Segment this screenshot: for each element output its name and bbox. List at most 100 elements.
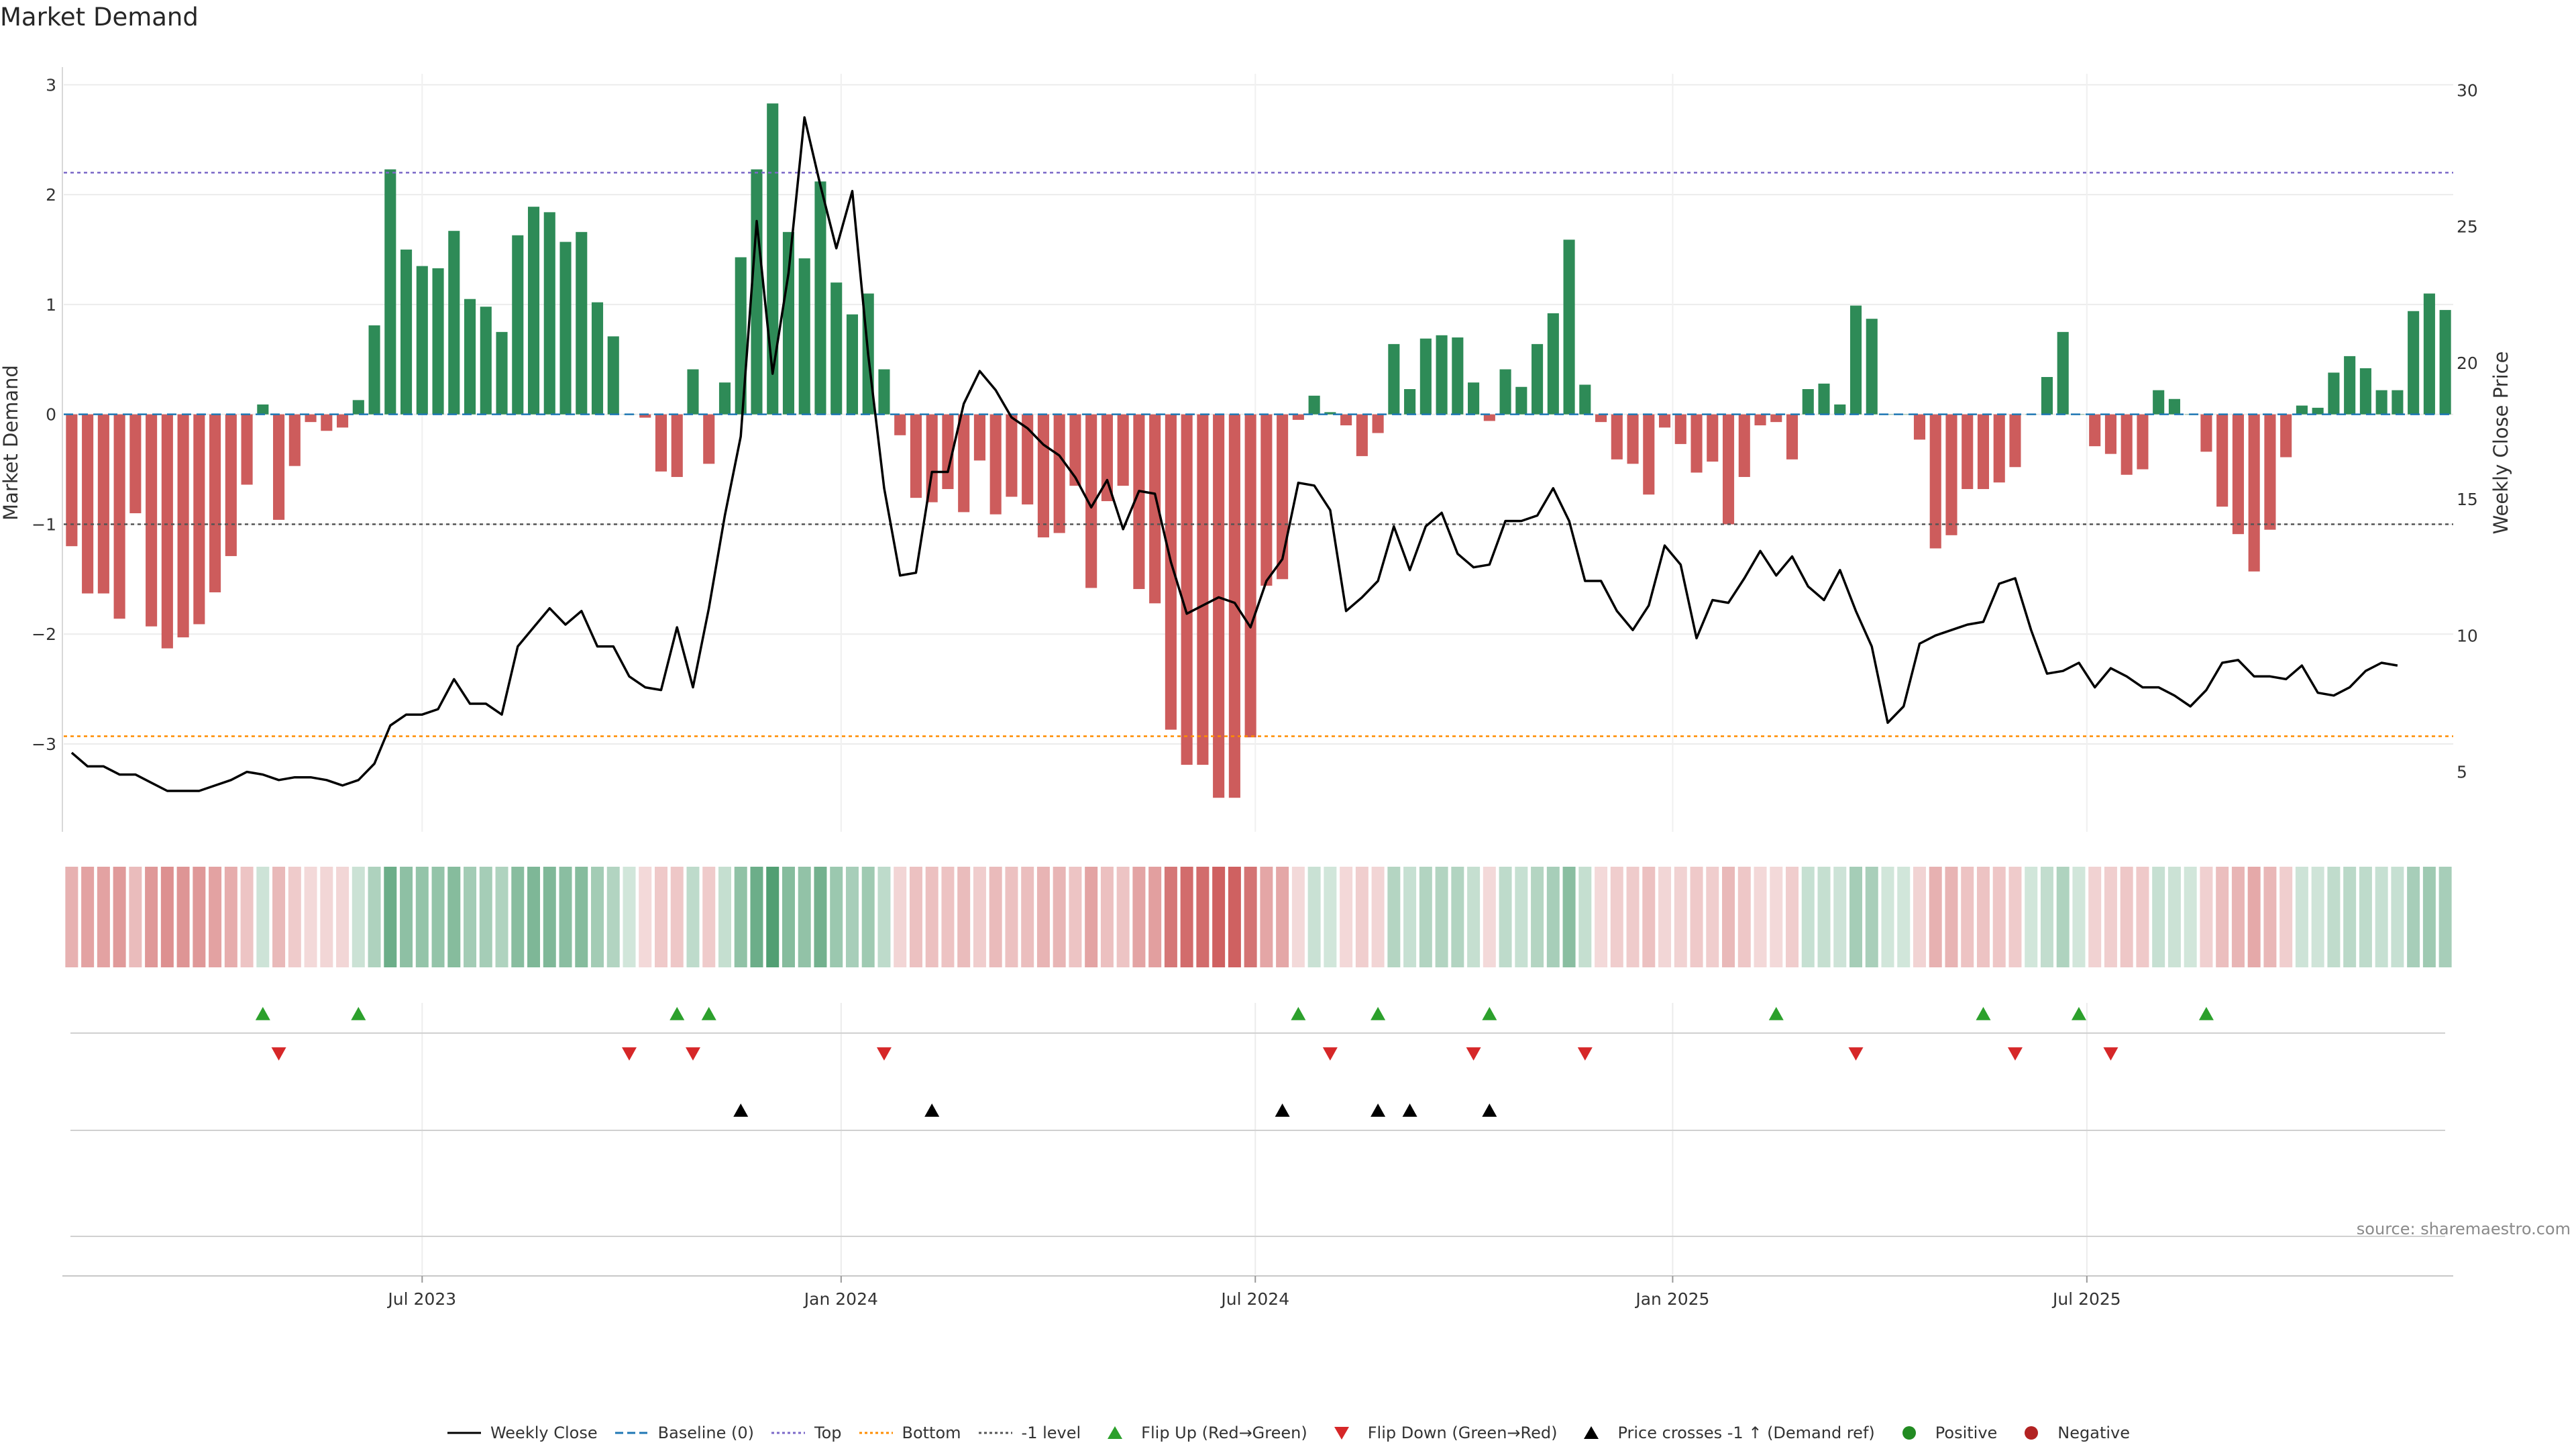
legend-swatch [447, 1432, 481, 1434]
demand-bar [1356, 414, 1368, 456]
heat-cell [1737, 867, 1751, 967]
heat-cell [1021, 867, 1034, 967]
heat-cell [1355, 867, 1368, 967]
demand-bar [82, 414, 94, 594]
heat-cell [655, 867, 667, 967]
heat-cell [1164, 867, 1177, 967]
heat-cell [718, 867, 731, 967]
demand-bar [2408, 311, 2420, 415]
demand-bar [1213, 414, 1225, 798]
demand-bar [703, 414, 715, 464]
demand-bar [830, 282, 843, 415]
heat-cell [925, 867, 938, 967]
demand-bar [2248, 414, 2260, 572]
heat-cell [670, 867, 684, 967]
demand-bars [66, 103, 2451, 798]
heat-cell [1817, 867, 1831, 967]
heat-cell [1340, 867, 1353, 967]
heat-cell [431, 867, 445, 967]
heat-cell [336, 867, 350, 967]
flip-up-marker [1291, 1007, 1306, 1020]
heat-cell [1865, 867, 1878, 967]
heat-cell [2407, 867, 2420, 967]
heat-cell [272, 867, 286, 967]
demand-bar [894, 414, 906, 435]
heat-cell [2391, 867, 2404, 967]
heat-cell [1801, 867, 1815, 967]
demand-bar [496, 331, 508, 415]
heat-cell [686, 867, 700, 967]
legend-symbol [1584, 1426, 1599, 1439]
demand-bar [1849, 305, 1862, 415]
heat-cell [2247, 867, 2261, 967]
legend-symbol [2025, 1426, 2039, 1440]
source-note: source: sharemaestro.com [2356, 1220, 2571, 1238]
heat-cell [145, 867, 158, 967]
demand-bar [1643, 414, 1655, 495]
legend-item: Positive [1891, 1424, 1997, 1442]
heat-cell [1690, 867, 1703, 967]
heat-cell [2375, 867, 2388, 967]
demand-bar [1532, 343, 1544, 415]
heat-cell [2343, 867, 2357, 967]
heat-cell [511, 867, 525, 967]
heat-cell [1642, 867, 1656, 967]
legend-swatch [1584, 1426, 1599, 1439]
demand-bar [129, 414, 142, 514]
demand-bar [1101, 414, 1113, 502]
heat-cell [623, 867, 636, 967]
demand-bar [1611, 414, 1623, 460]
heat-cell [1085, 867, 1098, 967]
demand-bar [1069, 414, 1081, 486]
demand-bar [2057, 331, 2069, 415]
heat-cell [2231, 867, 2245, 967]
heat-cell [1546, 867, 1560, 967]
demand-bar [576, 231, 588, 415]
flip-up-marker [1768, 1007, 1784, 1020]
legend-swatch [1334, 1427, 1349, 1440]
flip-down-marker [2103, 1047, 2118, 1061]
heat-cell [1403, 867, 1417, 967]
demand-bar [718, 382, 731, 415]
demand-bar [878, 369, 890, 415]
heat-cell [352, 867, 365, 967]
demand-bar [735, 257, 747, 415]
demand-bar [1802, 389, 1814, 415]
heat-cell [1562, 867, 1576, 967]
legend-swatch [2025, 1426, 2039, 1440]
demand-bar [655, 414, 667, 472]
heat-cell [1913, 867, 1926, 967]
legend-swatch [1902, 1426, 1916, 1440]
demand-bar [2104, 414, 2116, 454]
heat-cell [1276, 867, 1289, 967]
heat-cell [957, 867, 971, 967]
y2-tick-label: 25 [2457, 217, 2478, 237]
demand-bar [1292, 414, 1304, 420]
demand-bar [432, 268, 444, 415]
flip-down-marker [685, 1047, 700, 1061]
demand-bar [798, 258, 810, 415]
heat-cell [1324, 867, 1337, 967]
demand-bar [384, 169, 396, 415]
demand-bar [193, 414, 205, 625]
flip-down-marker [1466, 1047, 1481, 1061]
flip-up-marker [701, 1007, 716, 1020]
demand-bar [2392, 390, 2404, 415]
legend-label: -1 level [1021, 1424, 1081, 1442]
demand-bar [512, 235, 524, 415]
heat-cell [973, 867, 986, 967]
legend-label: Negative [2057, 1424, 2131, 1442]
demand-bar [989, 414, 1002, 515]
legend-item: Flip Up (Red→Green) [1097, 1424, 1307, 1442]
legend-swatch [859, 1432, 893, 1434]
demand-bar [958, 414, 970, 513]
demand-bar [591, 302, 604, 415]
heat-cell [814, 867, 827, 967]
heat-cell [1387, 867, 1401, 967]
demand-bar [1579, 384, 1591, 415]
demand-bar [2375, 390, 2387, 415]
heat-cell [1228, 867, 1241, 967]
demand-bar [1866, 319, 1878, 415]
